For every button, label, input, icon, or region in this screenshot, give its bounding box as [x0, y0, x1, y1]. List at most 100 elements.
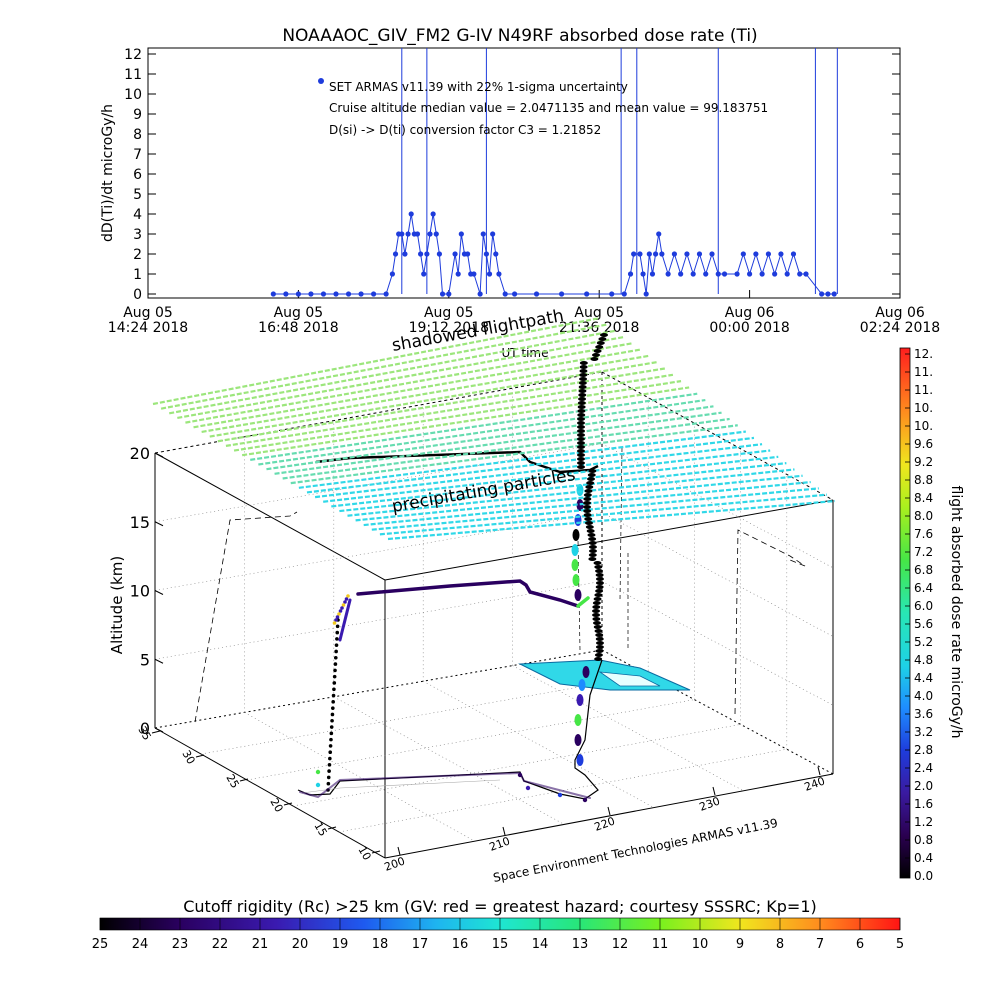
climb-dot — [333, 662, 338, 666]
particle-sheet-line — [160, 323, 609, 410]
data-point — [721, 271, 728, 277]
data-point — [772, 271, 778, 277]
particle-sheet-line — [169, 329, 617, 415]
column-dot — [595, 577, 604, 581]
column-dot — [595, 633, 604, 637]
climb-dot — [331, 700, 335, 704]
data-point — [797, 271, 803, 277]
dose-tick-label: 0.4 — [914, 851, 933, 865]
climb-dot — [582, 666, 590, 678]
climb-dot — [576, 484, 584, 496]
climb-dot — [331, 706, 335, 710]
rc-tick-label: 12 — [612, 937, 629, 952]
y-tick — [239, 778, 249, 782]
precipitating-particles-sheet — [152, 316, 836, 541]
column-dot — [588, 553, 597, 557]
ground-dot — [315, 782, 321, 788]
data-point — [803, 271, 809, 277]
rc-tick-label: 9 — [736, 937, 744, 952]
dose-tick-label: 8.4 — [914, 491, 933, 505]
column-dot — [588, 545, 597, 549]
dose-colorbar-ticks: 0.0 0.4 0.8 1.2 1.6 2.0 2.4 2.8 3.2 3.6 4.0 4.4 4.8 5… — [905, 347, 933, 883]
data-point — [759, 271, 765, 277]
column-dot — [593, 349, 602, 353]
climb-dot — [335, 637, 339, 641]
data-point — [819, 291, 825, 297]
column-dot — [595, 345, 604, 349]
data-point — [480, 231, 486, 237]
particle-sheet-line — [177, 335, 625, 420]
climb-dot — [329, 737, 333, 742]
column-dot — [587, 477, 596, 481]
particle-sheet-line — [209, 361, 657, 438]
column-dot — [593, 597, 602, 601]
wall-projection-left — [194, 511, 298, 723]
x-tick-label: 240 — [803, 774, 827, 793]
y-tick-label: 3 — [133, 227, 142, 243]
column-dot — [592, 601, 601, 605]
column-dot — [595, 585, 604, 589]
column-dot — [577, 457, 585, 461]
x-tick-label-time: 14:24 2018 — [108, 320, 188, 336]
data-point — [320, 291, 327, 297]
column-dot — [583, 505, 592, 509]
data-point — [399, 231, 405, 237]
y-tick — [371, 850, 381, 854]
column-dot — [585, 525, 594, 529]
dose-colorbar: 0.0 0.4 0.8 1.2 1.6 2.0 2.4 2.8 3.2 3.6 4.0 4.4 4.8 5… — [899, 347, 964, 883]
column-dot — [595, 589, 604, 593]
x-tick — [712, 786, 716, 796]
data-point — [631, 251, 637, 257]
column-dot — [586, 481, 595, 485]
climb-dot — [572, 574, 580, 586]
particle-sheet-line — [152, 316, 601, 406]
dose-tick-label: 6.8 — [914, 563, 933, 577]
rc-tick-label: 24 — [132, 937, 149, 952]
data-point — [656, 231, 662, 237]
x-tick-label: 220 — [593, 814, 617, 833]
climb-dot — [578, 679, 586, 691]
column-dot — [588, 557, 597, 561]
data-point — [609, 291, 615, 297]
particle-sheet-line — [193, 348, 641, 429]
particle-sheet-line — [331, 455, 779, 508]
climb-dot — [327, 769, 331, 773]
column-dot — [579, 365, 588, 369]
x-tick-label-date: Aug 05 — [274, 305, 324, 321]
climb-dot — [335, 624, 340, 629]
y-tick-label: 20 — [267, 796, 285, 815]
data-point — [436, 251, 442, 257]
climb-dot — [346, 594, 350, 598]
data-point — [734, 271, 740, 277]
column-dot — [577, 429, 585, 433]
grid-line — [423, 680, 654, 808]
annotation-1: SET ARMAS v11.39 with 22% 1-sigma uncert… — [329, 80, 628, 94]
data-point — [490, 231, 496, 237]
data-point — [703, 271, 709, 277]
data-point — [740, 251, 746, 257]
data-point — [308, 291, 314, 297]
dose-tick-label: 2.4 — [914, 761, 933, 775]
data-point — [471, 271, 477, 277]
dose-rate-timeseries: NOAAAOC_GIV_FM2 G-IV N49RF absorbed dose… — [100, 26, 940, 360]
dose-tick-label: 2.0 — [914, 779, 933, 793]
climb-dot — [332, 674, 337, 679]
dose-tick-label: 9.2 — [914, 455, 933, 469]
data-point — [389, 271, 395, 277]
rc-tick-label: 6 — [856, 937, 864, 952]
x-tick-label-date: Aug 05 — [123, 305, 173, 321]
column-dot — [577, 409, 586, 413]
ground-contour-inner — [598, 671, 661, 687]
column-dot — [584, 489, 593, 493]
data-point — [465, 251, 471, 257]
particle-sheet-line — [225, 373, 674, 447]
ground-dot — [557, 792, 563, 798]
climb-dot — [332, 621, 337, 625]
dose-tick-label: 11. — [914, 383, 933, 397]
data-point — [358, 291, 364, 297]
particle-sheet-line — [306, 436, 755, 494]
dose-tick-label: 7.2 — [914, 545, 933, 559]
data-point — [533, 291, 540, 297]
data-point — [715, 271, 721, 277]
